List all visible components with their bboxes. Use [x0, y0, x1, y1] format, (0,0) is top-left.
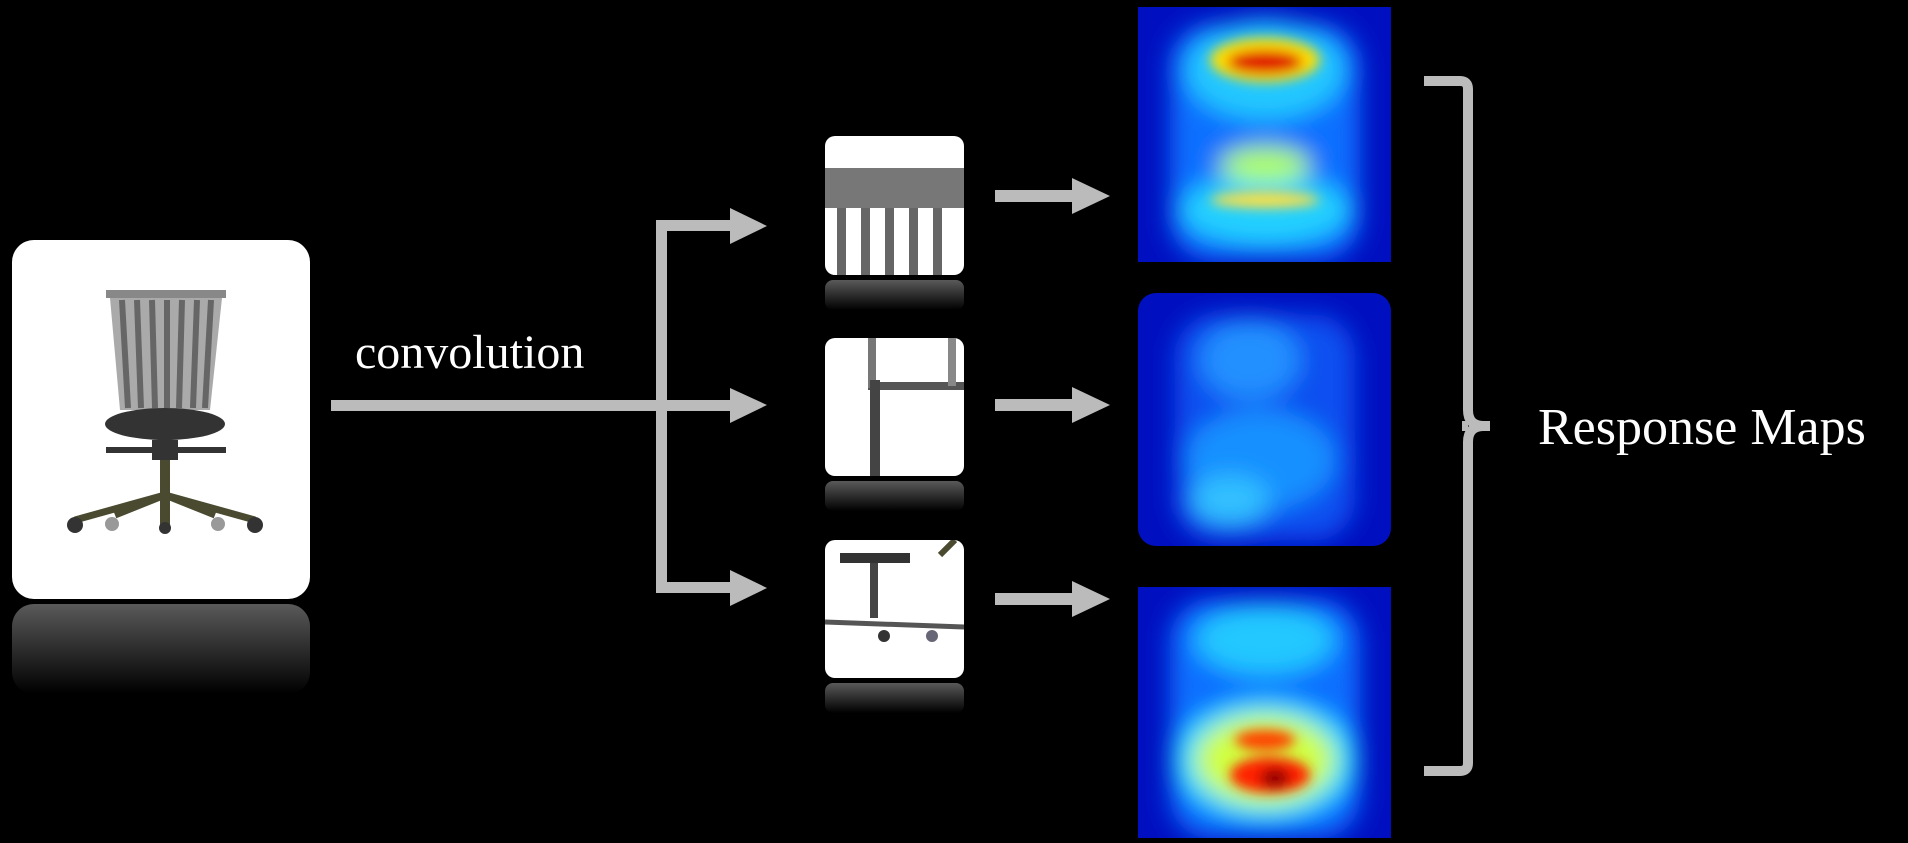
- patch: [825, 540, 964, 678]
- patch: [825, 338, 964, 476]
- output-label: Response Maps: [1538, 399, 1866, 456]
- response-map: [1138, 293, 1391, 546]
- response-map: [1138, 7, 1391, 262]
- brace: [1424, 81, 1490, 771]
- input-image: [12, 240, 310, 694]
- response-map: [1138, 587, 1391, 838]
- diagram: convolution: [0, 0, 1908, 838]
- reflection: [825, 481, 964, 511]
- operation-label: convolution: [355, 326, 584, 379]
- arrows: [331, 178, 1110, 617]
- reflection: [825, 280, 964, 310]
- reflection: [825, 683, 964, 713]
- patch: [825, 136, 964, 275]
